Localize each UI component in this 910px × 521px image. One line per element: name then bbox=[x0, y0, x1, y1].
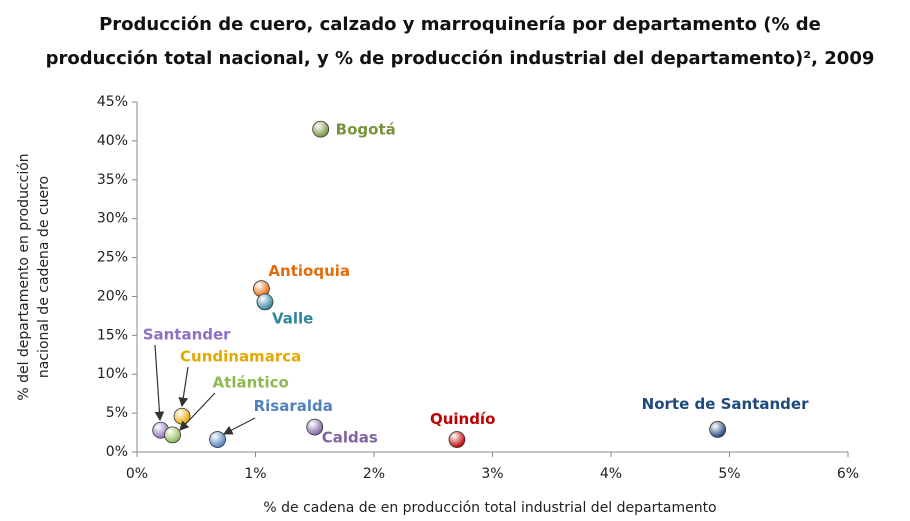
label-arrow bbox=[222, 417, 256, 435]
label-arrow bbox=[154, 344, 165, 422]
x-tick-label: 1% bbox=[244, 466, 266, 482]
y-axis-label: % del departamento en producción bbox=[16, 153, 32, 400]
x-axis-label: % de cadena de en producción total indus… bbox=[263, 500, 716, 516]
point-label: Norte de Santander bbox=[642, 395, 809, 413]
y-tick-label: 40% bbox=[97, 133, 128, 149]
y-tick-label: 30% bbox=[97, 211, 128, 227]
point bbox=[256, 293, 274, 311]
point-label: Cundinamarca bbox=[180, 348, 301, 366]
y-tick-label: 15% bbox=[97, 327, 128, 343]
point-label: Bogotá bbox=[336, 121, 396, 139]
y-tick-label: 0% bbox=[106, 444, 128, 460]
point bbox=[448, 431, 466, 448]
chart-title: Producción de cuero, calzado y marroquin… bbox=[45, 14, 875, 69]
y-tick-label: 35% bbox=[97, 172, 128, 188]
y-tick-label: 5% bbox=[106, 405, 128, 421]
x-tick-label: 3% bbox=[481, 466, 503, 482]
point-label: Santander bbox=[143, 326, 231, 344]
y-tick-label: 10% bbox=[97, 366, 128, 382]
x-tick-label: 5% bbox=[718, 466, 740, 482]
y-axis-label: nacional de cadena de cuero bbox=[36, 176, 52, 378]
x-tick-label: 2% bbox=[363, 466, 385, 482]
point bbox=[709, 421, 727, 438]
point-label: Caldas bbox=[322, 429, 378, 447]
point-label: Valle bbox=[272, 309, 313, 327]
point-label: Quindío bbox=[430, 410, 495, 428]
x-tick-label: 0% bbox=[126, 466, 148, 482]
y-tick-label: 25% bbox=[97, 250, 128, 266]
y-tick-label: 20% bbox=[97, 288, 128, 304]
point bbox=[312, 120, 330, 138]
point bbox=[209, 431, 226, 448]
y-tick-label: 45% bbox=[97, 94, 128, 110]
label-arrow bbox=[179, 392, 216, 431]
label-arrow bbox=[178, 366, 189, 408]
point bbox=[306, 418, 324, 436]
x-tick-label: 6% bbox=[837, 466, 859, 482]
x-tick-label: 4% bbox=[600, 466, 622, 482]
point-label: Risaralda bbox=[254, 397, 333, 415]
point-label: Antioquia bbox=[268, 262, 350, 280]
point-label: Atlántico bbox=[213, 373, 289, 391]
point bbox=[164, 426, 181, 444]
